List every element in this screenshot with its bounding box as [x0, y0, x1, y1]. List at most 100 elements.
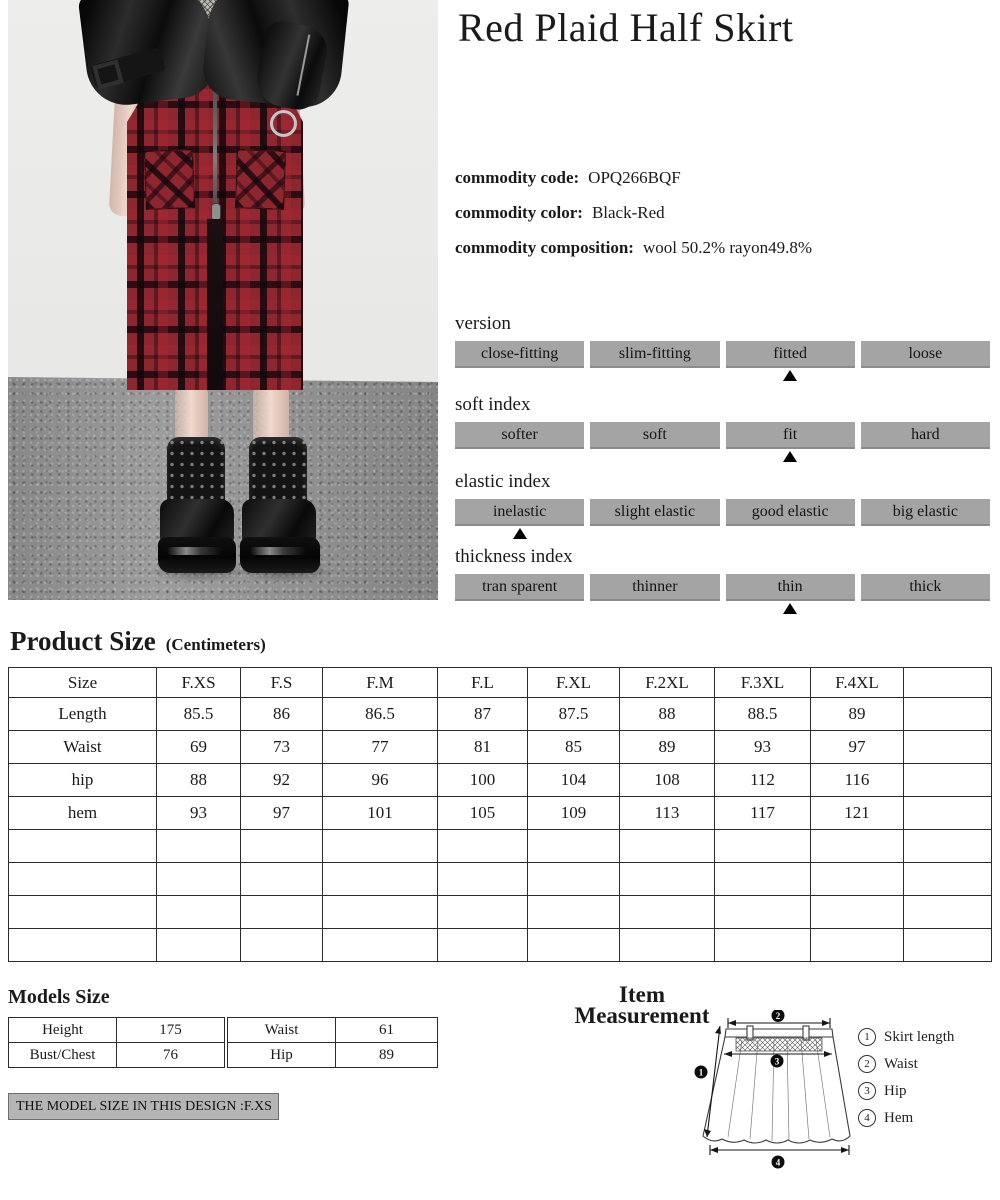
table-cell: 76: [116, 1042, 225, 1068]
index-option-thick: thick: [860, 574, 990, 601]
boot-sole: [240, 537, 320, 573]
table-row: [8, 895, 992, 929]
table-cell: [810, 895, 904, 929]
index-group-thickness: thickness index tran sparent thinner thin t…: [455, 546, 990, 614]
page-title: Red Plaid Half Skirt: [458, 5, 794, 50]
boot-sole: [158, 537, 236, 573]
table-cell: [322, 862, 438, 896]
index-group-title: version: [455, 313, 511, 334]
table-cell: 87: [437, 697, 528, 731]
table-cell: F.M: [322, 667, 438, 698]
table-cell: [903, 697, 992, 731]
index-options-row: tran sparent thinner thin thick: [455, 574, 990, 614]
table-row: Waist 69 73 77 81 85 89 93 97: [8, 730, 992, 764]
item-measurement-heading: Item Measurement: [552, 982, 732, 1028]
table-row: Hip 89: [227, 1042, 438, 1068]
size-table: Size F.XS F.S F.M F.L F.XL F.2XL F.3XL F.4XL Leng…: [8, 667, 992, 962]
index-option-slight-elastic: slight elastic: [590, 499, 720, 526]
skirt-pocket-left: [143, 149, 196, 210]
table-cell: Hip: [227, 1042, 336, 1068]
legend-item-hip: 3 Hip: [858, 1082, 954, 1100]
legend-label: Hem: [884, 1109, 914, 1126]
index-group-version: version close-fitting slim-fitting fitted l…: [455, 313, 990, 381]
table-row: Waist 61: [227, 1017, 438, 1043]
item-measurement-line1: Item: [619, 982, 665, 1007]
table-cell: 87.5: [527, 697, 620, 731]
legend-label: Skirt length: [884, 1028, 955, 1045]
table-cell: [810, 862, 904, 896]
table-cell: hem: [8, 796, 157, 830]
table-cell: [240, 862, 323, 896]
index-option-big-elastic: big elastic: [860, 499, 990, 526]
table-cell: [903, 667, 992, 698]
table-cell: 88: [619, 697, 715, 731]
table-cell: [903, 862, 992, 896]
index-option-close-fitting: close-fitting: [455, 341, 585, 368]
table-cell: F.XL: [527, 667, 620, 698]
table-cell: [156, 862, 241, 896]
skirt-waistband: [724, 1028, 834, 1038]
marker-length: 1: [699, 1067, 704, 1077]
measurement-legend: 1 Skirt length 2 Waist 3 Hip 4 Hem: [858, 1028, 954, 1127]
table-cell: [903, 895, 992, 929]
table-cell: [619, 829, 715, 863]
product-size-title: Product Size: [10, 626, 156, 656]
legend-number-circle: 2: [858, 1055, 876, 1073]
index-option-tran-sparent: tran sparent: [455, 574, 585, 601]
table-cell: 86.5: [322, 697, 438, 731]
table-row: hip 88 92 96 100 104 108 112 116: [8, 763, 992, 797]
model-right-boot: [240, 437, 320, 577]
table-cell: F.3XL: [714, 667, 811, 698]
table-cell: [903, 763, 992, 797]
model-size-note: THE MODEL SIZE IN THIS DESIGN :F.XS: [8, 1093, 279, 1120]
index-group-title: soft index: [455, 394, 531, 415]
commodity-code-value: OPQ266BQF: [588, 168, 681, 187]
index-option-fit: fit: [725, 422, 855, 449]
index-group-title: elastic index: [455, 471, 551, 492]
legend-label: Waist: [884, 1055, 918, 1072]
table-row: Size F.XS F.S F.M F.L F.XL F.2XL F.3XL F.4XL: [8, 667, 992, 698]
index-option-soft: soft: [590, 422, 720, 449]
models-size-title: Models Size: [8, 986, 110, 1008]
table-cell: 89: [335, 1042, 438, 1068]
index-option-loose: loose: [860, 341, 990, 368]
table-cell: [903, 796, 992, 830]
table-cell: 77: [322, 730, 438, 764]
table-cell: 69: [156, 730, 241, 764]
index-option-good-elastic: good elastic: [725, 499, 855, 526]
table-cell: 96: [322, 763, 438, 797]
table-cell: F.S: [240, 667, 323, 698]
product-size-heading: Product Size (Centimeters): [10, 626, 266, 657]
skirt-front-split: [207, 219, 223, 390]
index-options-row: close-fitting slim-fitting fitted loose: [455, 341, 990, 381]
table-cell: Size: [8, 667, 157, 698]
table-cell: 86: [240, 697, 323, 731]
table-cell: F.2XL: [619, 667, 715, 698]
table-cell: [619, 862, 715, 896]
index-group-title: thickness index: [455, 546, 573, 567]
legend-item-skirt-length: 1 Skirt length: [858, 1028, 954, 1046]
table-cell: [322, 829, 438, 863]
table-cell: [240, 895, 323, 929]
table-cell: [810, 829, 904, 863]
table-cell: 93: [156, 796, 241, 830]
product-size-unit: (Centimeters): [165, 635, 266, 654]
legend-number-circle: 4: [858, 1109, 876, 1127]
table-row: [8, 829, 992, 863]
table-cell: [714, 862, 811, 896]
table-cell: 92: [240, 763, 323, 797]
commodity-color-label: commodity color:: [455, 203, 583, 222]
marker-waist: 2: [776, 1011, 781, 1021]
table-cell: 112: [714, 763, 811, 797]
table-cell: 89: [810, 697, 904, 731]
table-row: [8, 928, 992, 962]
models-size-table-right: Waist 61 Hip 89: [227, 1017, 438, 1068]
table-cell: [527, 928, 620, 962]
table-cell: 97: [240, 796, 323, 830]
commodity-color-value: Black-Red: [591, 203, 665, 222]
item-measurement-line2: Measurement: [574, 1003, 710, 1028]
table-cell: Length: [8, 697, 157, 731]
sleeve-zipper: [296, 34, 311, 96]
table-cell: 121: [810, 796, 904, 830]
commodity-info: commodity code: OPQ266BQF commodity color…: [455, 166, 812, 271]
